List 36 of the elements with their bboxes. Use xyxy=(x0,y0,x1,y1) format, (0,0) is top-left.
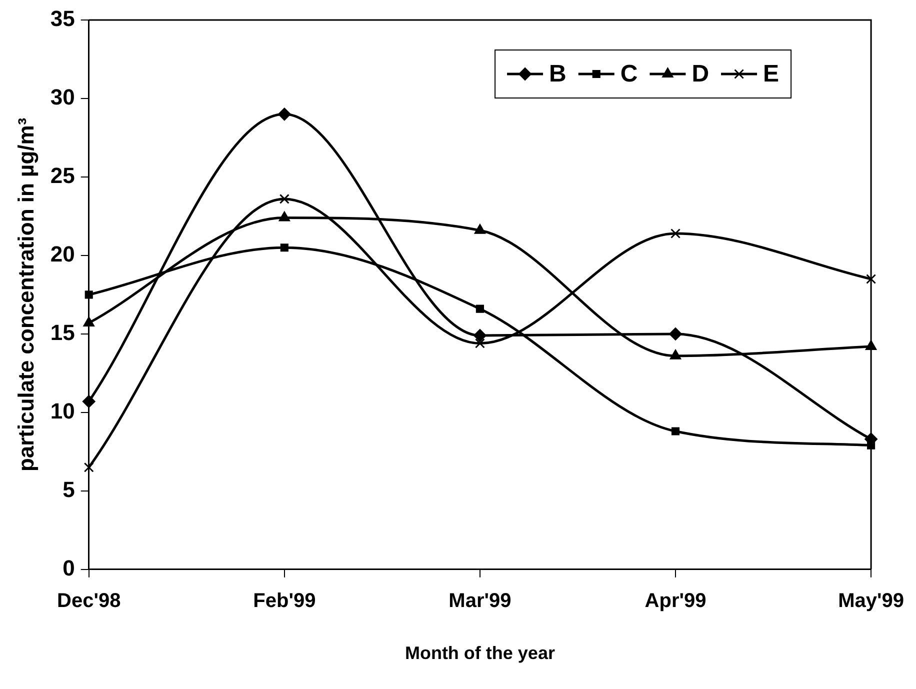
legend-label: B xyxy=(549,60,566,88)
point xyxy=(278,108,291,121)
y-tick-label: 0 xyxy=(62,555,75,580)
x-tick-label: Feb'99 xyxy=(253,590,316,612)
point xyxy=(84,290,93,299)
y-tick-label: 35 xyxy=(50,6,75,32)
point xyxy=(473,329,486,342)
legend-label: C xyxy=(620,60,638,88)
point xyxy=(866,274,876,284)
x-tick-label: Apr'99 xyxy=(644,590,706,612)
point xyxy=(476,304,484,313)
point xyxy=(280,244,288,252)
y-tick-label: 25 xyxy=(50,163,75,188)
x-tick-label: Dec'98 xyxy=(57,590,121,612)
x-tick-label: May'99 xyxy=(838,590,904,612)
y-tick-label: 15 xyxy=(50,320,75,346)
point xyxy=(83,316,95,326)
y-tick-label: 30 xyxy=(50,84,75,110)
point xyxy=(474,338,485,348)
y-tick-label: 5 xyxy=(62,476,75,502)
point xyxy=(670,228,680,238)
y-tick-label: 10 xyxy=(50,398,75,424)
y-tick-label: 20 xyxy=(50,242,75,267)
x-tick-label: Mar'99 xyxy=(448,590,512,612)
point xyxy=(82,394,96,408)
point xyxy=(670,349,682,360)
point xyxy=(474,224,486,234)
point xyxy=(669,327,682,340)
point xyxy=(671,427,680,436)
x-axis-title: Month of the year xyxy=(404,643,555,664)
legend-label: E xyxy=(763,60,780,88)
y-axis-title: particulate concentration in µg/m³ xyxy=(13,118,38,472)
point xyxy=(279,194,290,204)
point xyxy=(84,462,94,472)
point xyxy=(278,211,290,222)
legend-label: D xyxy=(692,60,710,88)
